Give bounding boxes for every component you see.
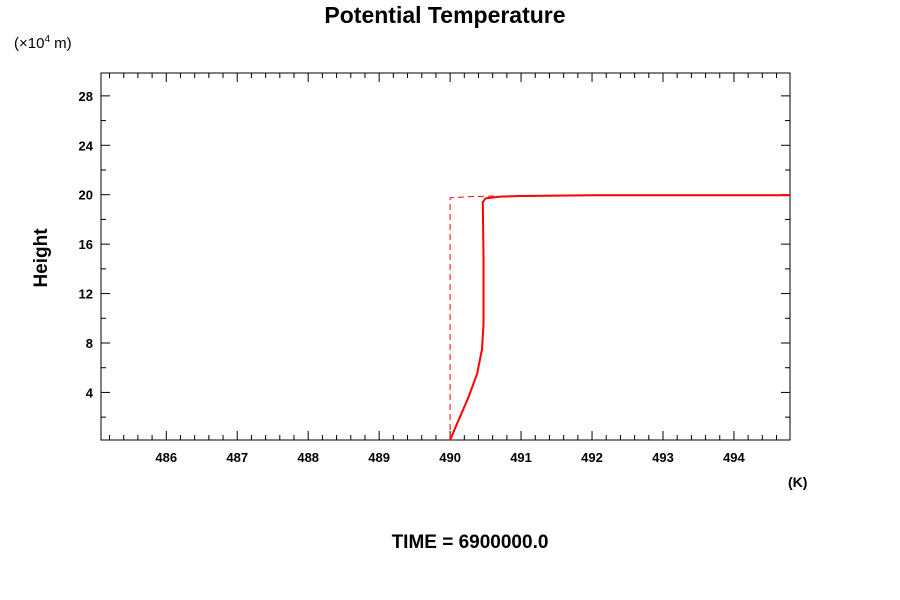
x-tick-label: 487 [226,450,248,465]
time-label: TIME = 6900000.0 [391,532,549,553]
series-line-current [449,194,790,441]
x-tick-label: 494 [723,450,745,465]
x-tick-label: 490 [439,450,461,465]
series-line-initial [449,195,496,440]
y-tick-label: 16 [79,237,93,252]
plot-frame [100,72,791,441]
y-unit-exponent: 4 [44,34,51,45]
y-tick-label: 4 [86,385,94,400]
y-tick-label: 8 [86,336,93,351]
x-tick-label: 486 [155,450,177,465]
chart-title: Potential Temperature [324,2,566,28]
y-tick-label: 20 [79,188,93,203]
y-unit-prefix: (×10 [14,35,45,52]
y-tick-label: 12 [79,287,93,302]
x-axis-label: (K) [788,474,808,490]
x-tick-label: 489 [368,450,390,465]
y-tick-label: 24 [79,138,94,153]
x-tick-label: 491 [510,450,532,465]
x-tick-label: 488 [297,450,319,465]
x-tick-label: 493 [652,450,674,465]
y-axis-unit: (×104 m) [14,34,72,52]
x-tick-label: 492 [581,450,603,465]
y-tick-label: 28 [79,89,93,104]
y-unit-suffix: m) [50,35,72,52]
